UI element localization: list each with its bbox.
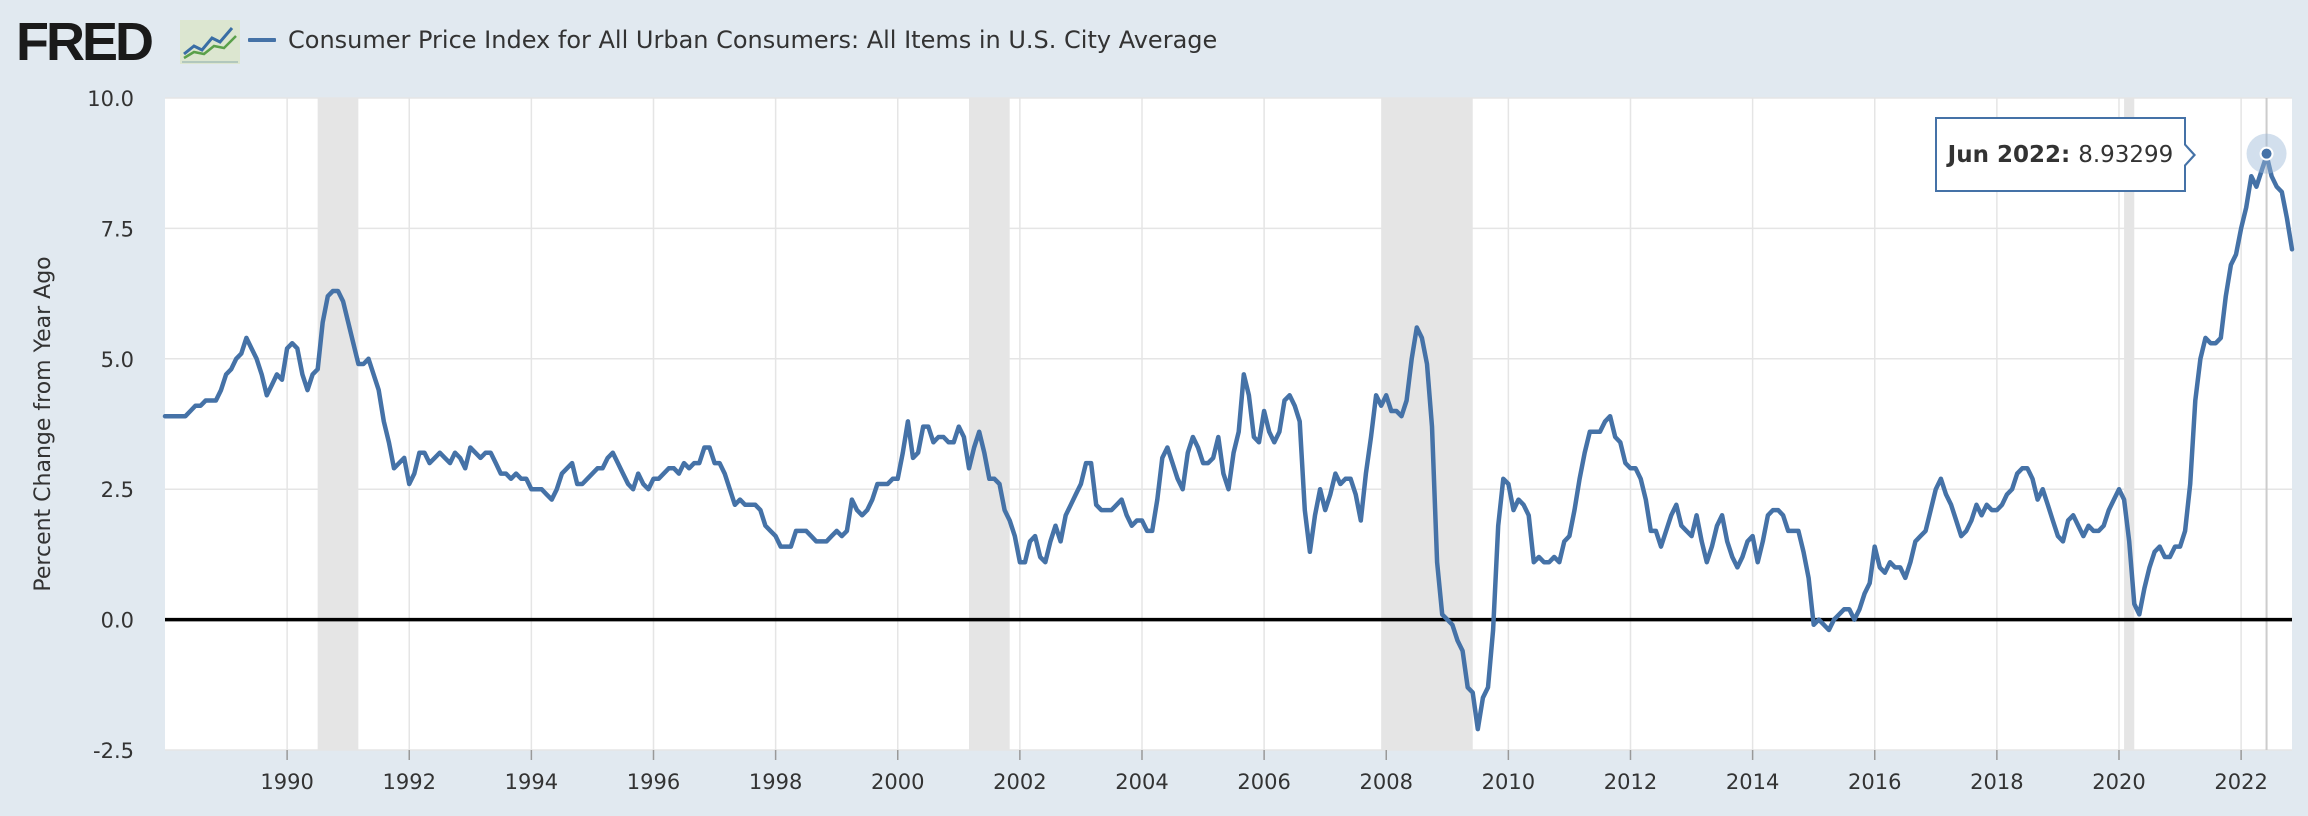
x-tick-label: 2008 xyxy=(1360,770,1413,794)
x-tick-label: 2014 xyxy=(1726,770,1779,794)
plot-area xyxy=(165,98,2292,750)
data-tooltip: Jun 2022: 8.93299 xyxy=(1935,117,2186,192)
x-axis-ticks: 1990 1992 1994 1996 1998 2000 2002 2004 2006 2008… xyxy=(260,750,2268,794)
recession-band xyxy=(1381,98,1473,750)
y-tick-label: 2.5 xyxy=(101,478,134,502)
chart-legend[interactable]: Consumer Price Index for All Urban Consu… xyxy=(248,22,1217,58)
recession-band xyxy=(317,98,359,750)
series-line-group xyxy=(162,153,2295,732)
trend-line-chart-icon xyxy=(180,20,240,64)
x-tick-label: 2020 xyxy=(2092,770,2145,794)
tooltip-value: 8.93299 xyxy=(2078,141,2174,168)
y-tick-label: 5.0 xyxy=(101,348,134,372)
x-tick-label: 1996 xyxy=(627,770,680,794)
x-tick-label: 2018 xyxy=(1970,770,2023,794)
x-tick-label: 2012 xyxy=(1604,770,1657,794)
x-tick-label: 2010 xyxy=(1482,770,1535,794)
x-tick-label: 1990 xyxy=(260,770,313,794)
y-tick-label: 10.0 xyxy=(87,87,134,111)
tooltip-pointer-fill xyxy=(2184,145,2193,165)
x-tick-label: 2000 xyxy=(871,770,924,794)
y-axis-ticks: 10.0 7.5 5.0 2.5 0.0 -2.5 xyxy=(87,87,134,763)
x-tick-label: 2016 xyxy=(1848,770,1901,794)
legend-line-swatch xyxy=(248,38,276,42)
x-tick-label: 1998 xyxy=(749,770,802,794)
y-tick-label: -2.5 xyxy=(93,739,134,763)
x-tick-label: 2004 xyxy=(1115,770,1168,794)
x-tick-label: 1994 xyxy=(505,770,558,794)
x-tick-label: 1992 xyxy=(383,770,436,794)
series-line-0 xyxy=(162,153,2295,732)
x-tick-label: 2006 xyxy=(1237,770,1290,794)
x-tick-label: 2002 xyxy=(993,770,1046,794)
x-gridlines xyxy=(286,98,2242,750)
legend-series-label: Consumer Price Index for All Urban Consu… xyxy=(288,26,1218,54)
hover-marker xyxy=(2246,133,2287,174)
fred-logo-text: FRED xyxy=(16,12,154,72)
y-tick-label: 7.5 xyxy=(101,217,134,241)
y-tick-label: 0.0 xyxy=(101,609,134,633)
chart-header: FRED Consumer Price Index for All Urban … xyxy=(0,0,2308,80)
x-tick-label: 2022 xyxy=(2214,770,2267,794)
tooltip-date: Jun 2022: xyxy=(1947,141,2071,168)
recession-band xyxy=(968,98,1010,750)
recession-band xyxy=(2124,98,2135,750)
y-axis-title: Percent Change from Year Ago xyxy=(31,256,56,591)
highlight-point xyxy=(2259,146,2274,161)
